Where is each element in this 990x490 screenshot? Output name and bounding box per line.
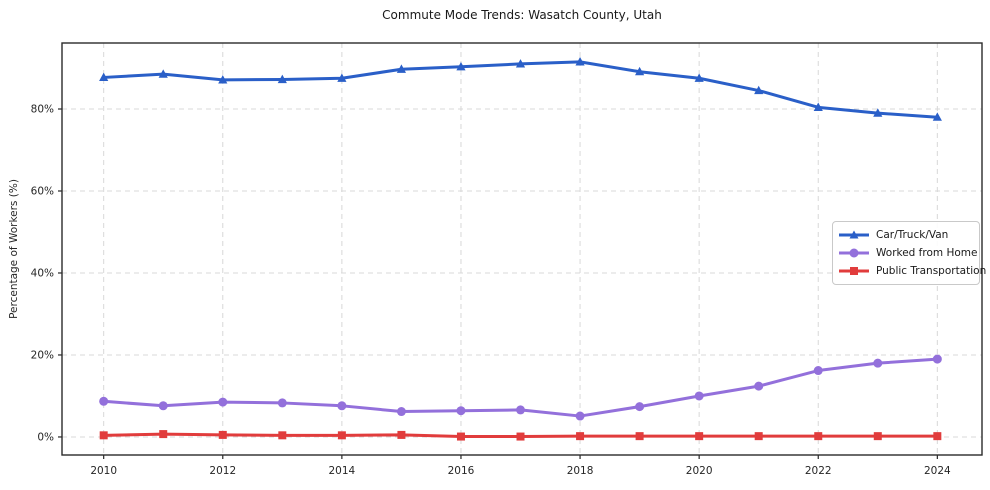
data-point [456,406,466,416]
legend-label: Car/Truck/Van [876,229,949,241]
data-point [159,430,168,439]
x-tick-label: 2018 [567,465,594,477]
x-tick-label: 2012 [209,465,236,477]
data-point [516,405,526,415]
data-point [516,432,525,441]
y-tick-label: 20% [31,349,54,361]
data-point [278,431,287,440]
data-point [218,75,228,84]
data-point [396,64,407,73]
data-point [99,72,109,82]
data-point [813,366,823,376]
data-point [158,69,168,78]
data-point [99,431,108,440]
data-point [754,432,763,441]
legend-swatch-circle [839,248,869,258]
legend-label: Public Transportation [876,265,987,277]
legend-item: Worked from Home [838,244,977,262]
x-tick-label: 2010 [90,465,117,477]
chart-title: Commute Mode Trends: Wasatch County, Uta… [382,8,662,22]
legend: Car/Truck/Van Worked from Home Public Tran… [832,221,986,285]
data-point [396,407,406,417]
data-point [397,430,406,439]
data-point [218,397,228,407]
plot-border [61,42,983,456]
data-point [694,73,704,82]
x-tick-label: 2016 [448,465,475,477]
data-point [456,61,466,71]
data-point [635,66,645,76]
legend-item: Public Transportation [838,262,986,280]
data-point [932,112,942,121]
legend-item: Car/Truck/Van [838,226,973,244]
x-tick-label: 2022 [805,465,832,477]
data-point [218,430,227,439]
data-point [456,432,465,441]
data-point [694,391,704,401]
data-point [158,401,168,411]
data-point [873,432,882,441]
data-point [695,432,704,441]
data-point [575,411,585,421]
data-point [337,73,347,82]
legend-swatch-triangle [839,230,869,239]
data-point [277,74,287,84]
legend-label: Worked from Home [876,247,978,259]
data-point [814,432,823,441]
data-point [576,432,585,441]
x-tick-label: 2024 [924,465,951,477]
y-tick-label: 40% [31,267,54,279]
x-tick-label: 2014 [329,465,356,477]
x-tick-label: 2020 [686,465,713,477]
data-point [873,358,883,368]
y-tick-label: 0% [37,431,54,443]
data-point [932,354,942,364]
data-point [515,59,526,68]
data-point [277,398,287,408]
data-point [754,85,764,95]
data-point [813,102,823,111]
data-point [635,402,645,412]
data-point [337,431,346,440]
data-point [99,396,109,406]
data-point [337,401,347,411]
data-point [933,432,942,441]
y-tick-label: 60% [31,185,54,197]
data-point [575,57,585,66]
y-tick-label: 80% [31,104,54,116]
data-point [635,432,644,441]
legend-swatch-square [839,267,869,275]
data-point [754,381,764,391]
data-point [873,108,883,117]
